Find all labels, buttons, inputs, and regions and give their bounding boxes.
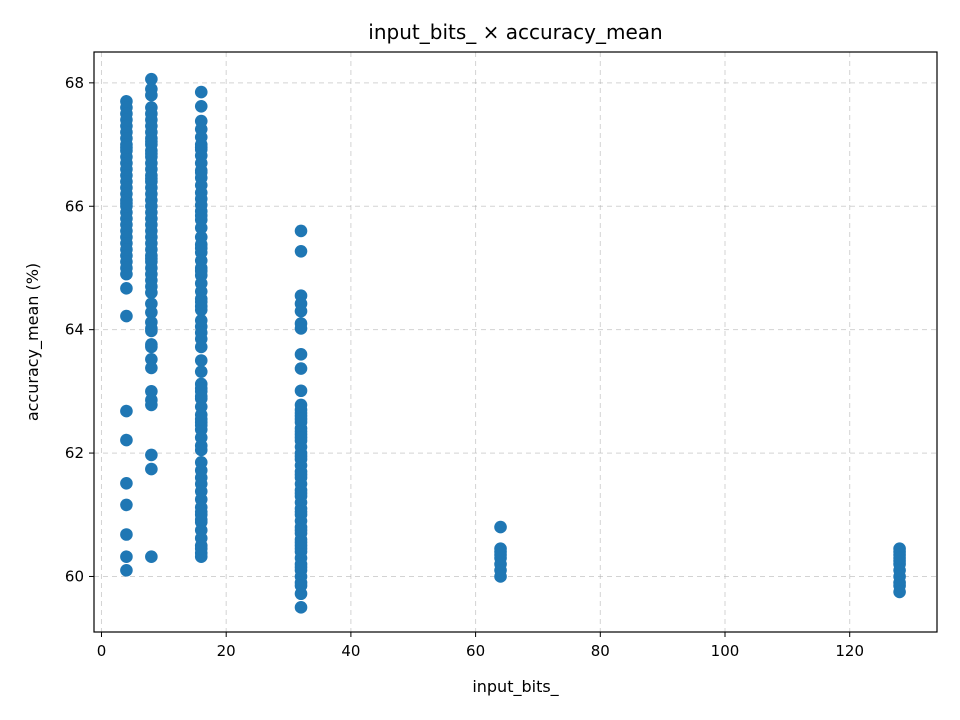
data-point [145,462,158,476]
x-tick-label: 20 [217,642,236,660]
data-point [194,513,208,527]
data-point [294,224,308,238]
data-point [194,138,208,151]
data-point [494,520,507,534]
chart-title: input_bits_ × accuracy_mean [368,20,662,44]
data-point [194,295,208,309]
x-tick-label: 60 [466,642,485,660]
x-tick-label: 100 [711,642,740,660]
data-point [294,412,308,426]
y-axis-label: accuracy_mean (%) [23,263,43,421]
data-point [893,585,906,599]
data-point [120,476,133,490]
data-point [294,523,308,537]
data-point [294,362,308,375]
data-point [294,505,308,518]
data-point [145,72,158,86]
data-point [294,468,308,481]
grid [94,52,937,632]
data-point [145,340,158,354]
data-point [294,244,308,258]
data-point [120,563,133,577]
data-point [120,141,133,154]
data-point [294,304,308,318]
y-tick-label: 66 [65,197,84,215]
data-point [120,433,133,447]
data-point [294,560,308,574]
data-point [194,542,208,556]
data-point [294,536,308,549]
data-point [194,213,208,227]
data-point [145,252,158,266]
data-point [145,88,158,102]
data-point [145,172,158,185]
x-tick-label: 80 [591,642,610,660]
y-tick-label: 60 [65,567,84,585]
data-point [120,498,133,512]
data-point [294,486,308,500]
data-point [194,443,208,457]
y-tick-label: 62 [65,444,84,462]
data-point [294,579,308,593]
plot-area-frame [93,51,938,633]
data-point [194,365,208,378]
data-point [120,309,133,323]
data-point [294,384,308,398]
data-point [120,282,133,295]
data-point [120,404,133,418]
data-point [194,354,208,367]
data-point [145,306,158,319]
data-point [145,286,158,299]
x-tick-label: 40 [341,642,360,660]
data-point [120,550,133,564]
data-point [194,464,208,477]
x-tick-label: 120 [835,642,864,660]
data-point [194,340,208,354]
data-point [294,431,308,444]
data-point [145,398,158,412]
data-point [194,85,208,99]
data-point [294,601,308,614]
data-point [294,449,308,463]
data-point [194,264,208,278]
axis-ticks: 0 20 40 60 80 100 120 60 62 64 66 68 [65,74,864,660]
data-point [145,550,158,564]
data-point [893,551,906,565]
x-axis-label: input_bits_ [472,677,559,697]
data-point [120,528,133,541]
data-point [145,448,158,462]
data-point [145,385,158,398]
data-point [145,147,158,161]
data-point [494,570,507,583]
data-point [145,297,158,311]
data-point [294,322,308,335]
data-point [194,314,208,327]
data-points [120,72,906,614]
data-point [145,352,158,366]
data-point [194,412,208,426]
data-point [194,241,208,255]
data-point [494,548,507,562]
y-tick-label: 64 [65,321,84,339]
data-point [294,348,308,361]
data-point [145,361,158,375]
data-point [145,322,158,335]
data-point [145,135,158,148]
x-tick-label: 0 [97,642,107,660]
data-point [194,389,208,403]
data-point [194,99,208,113]
data-point [120,196,133,210]
data-point [194,166,208,179]
data-point [120,267,133,281]
y-tick-label: 68 [65,74,84,92]
